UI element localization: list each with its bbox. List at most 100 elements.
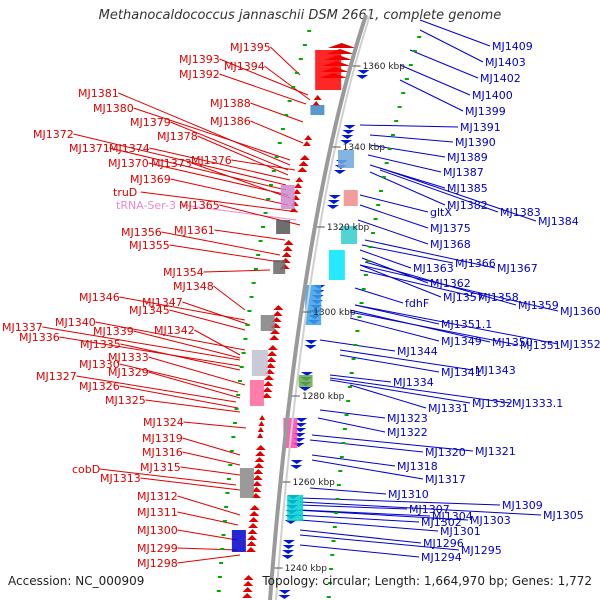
gene-label-right: MJ1302: [421, 516, 462, 529]
right-leader-line: [311, 454, 396, 467]
ruler-label: 1360 kbp: [363, 62, 406, 72]
left-leader-line: [149, 147, 291, 181]
tick-dot: [381, 176, 386, 178]
gene-label-left: MJ1326: [79, 380, 120, 393]
tick-dot: [335, 498, 340, 500]
gene-label-right: MJ1368: [430, 238, 471, 251]
tick-dot: [412, 50, 417, 52]
gene-label-right: MJ1375: [430, 222, 471, 235]
reverse-gene-arrow: [299, 387, 312, 391]
genome-summary: Topology: circular; Length: 1,664,970 bp…: [262, 574, 592, 588]
forward-gene-arrow: [302, 141, 311, 146]
reverse-gene-arrow: [282, 545, 295, 549]
tick-dot: [241, 352, 246, 354]
accession-label: Accession: NC_000909: [8, 574, 145, 588]
gene-label-right: MJ1399: [465, 105, 506, 118]
gene-label-right: MJ1382: [447, 199, 488, 212]
ruler-label: 1300 kbp: [313, 308, 356, 318]
right-leader-line: [329, 377, 511, 404]
gene-label-left: MJ1346: [79, 291, 120, 304]
tick-dot: [284, 114, 289, 116]
leader-lines: [42, 19, 559, 564]
gene-label-right: MJ1301: [440, 525, 481, 538]
tick-dot: [329, 568, 334, 570]
gene-label-left: MJ1337: [2, 321, 43, 334]
tick-dot: [327, 582, 332, 584]
left-leader-line: [119, 363, 239, 393]
tick-dot: [219, 562, 224, 564]
left-leader-line: [177, 495, 241, 516]
gene-label-left: MJ1336: [19, 331, 60, 344]
gene-label-right: MJ1310: [388, 488, 429, 501]
left-leader-line: [182, 451, 241, 466]
right-leader-line: [319, 339, 396, 352]
right-leader-line: [299, 501, 542, 516]
tick-dot: [342, 428, 347, 430]
gene-feature-box: [310, 105, 325, 115]
gene-label-right: MJ1321: [475, 445, 516, 458]
gene-label-right: MJ1320: [425, 446, 466, 459]
left-leader-line: [231, 159, 296, 171]
kbp-ticks: 1360 kbp 1340 kbp 1320 kbp 1300 kbp 1280 kbp…: [216, 30, 422, 598]
forward-gene-arrow: [294, 183, 303, 188]
gene-label-right: MJ1409: [492, 40, 533, 53]
left-leader-line: [170, 178, 289, 206]
gene-label-right: MJ1400: [472, 89, 513, 102]
gene-feature-box: [315, 50, 342, 90]
gene-label-right: MJ1294: [421, 551, 462, 564]
tick-dot: [217, 576, 222, 578]
left-leader-line: [214, 229, 286, 241]
tick-dot: [353, 344, 358, 346]
gene-feature-box: [337, 150, 354, 168]
forward-gene-arrow: [254, 457, 265, 462]
left-leader-line: [73, 133, 287, 186]
tick-dot: [344, 414, 349, 416]
gene-label-right: MJ1391: [460, 121, 501, 134]
gene-label-left: MJ1330: [79, 358, 120, 371]
gene-label-left: MJ1311: [137, 506, 178, 519]
reverse-gene-arrow: [294, 423, 307, 427]
gene-label-left: MJ1312: [137, 490, 178, 503]
left-leader-line: [169, 244, 281, 263]
tick-dot: [277, 142, 282, 144]
gene-label-left: MJ1324: [143, 416, 184, 429]
left-leader-line: [119, 385, 239, 409]
gene-label-left: MJ1369: [130, 173, 171, 186]
forward-gene-arrow: [243, 575, 254, 580]
left-leader-line: [148, 371, 241, 399]
right-leader-line: [311, 434, 474, 452]
left-leader-line: [59, 336, 241, 367]
left-leader-line: [148, 356, 246, 386]
tick-dot: [280, 128, 285, 130]
tick-dot: [298, 58, 303, 60]
left-leader-line: [148, 162, 289, 196]
left-leader-line: [264, 65, 311, 101]
forward-gene-arrow: [251, 487, 262, 492]
tick-dot: [294, 72, 299, 74]
reverse-gene-arrow: [282, 540, 295, 544]
tick-dot: [256, 254, 261, 256]
forward-gene-arrow: [243, 581, 254, 586]
left-leader-line: [250, 102, 304, 123]
ruler-label: 1240 kbp: [285, 564, 328, 574]
genome-title: Methanocaldococcus jannaschii DSM 2661, …: [98, 8, 502, 23]
gene-label-left: MJ1315: [140, 461, 181, 474]
reverse-gene-arrow: [290, 460, 303, 464]
left-leader-line: [145, 399, 241, 413]
gene-label-right: MJ1384: [538, 215, 579, 228]
gene-label-left: MJ1325: [105, 394, 146, 407]
right-leader-line: [354, 287, 404, 304]
gene-label-left: MJ1355: [129, 239, 170, 252]
forward-gene-arrow: [252, 481, 263, 486]
gene-label-left: MJ1339: [93, 325, 134, 338]
tick-dot: [401, 92, 406, 94]
gene-feature-box: [260, 315, 275, 331]
gene-label-left: MJ1370: [108, 157, 149, 170]
gene-label-right: MJ1349: [441, 335, 482, 348]
tick-dot: [251, 282, 256, 284]
tick-dot: [331, 540, 336, 542]
tick-dot: [271, 170, 276, 172]
tick-dot: [349, 372, 354, 374]
gene-label-left: MJ1395: [230, 41, 271, 54]
tick-dot: [263, 212, 268, 214]
